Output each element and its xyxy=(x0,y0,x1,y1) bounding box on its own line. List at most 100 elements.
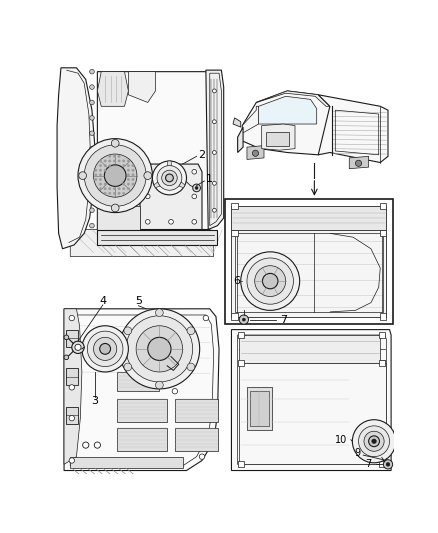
Circle shape xyxy=(145,220,150,224)
Circle shape xyxy=(132,179,134,181)
Polygon shape xyxy=(256,91,330,106)
Ellipse shape xyxy=(264,372,372,449)
Circle shape xyxy=(113,160,116,162)
Polygon shape xyxy=(238,127,243,152)
Bar xyxy=(380,230,386,237)
Circle shape xyxy=(148,337,171,360)
Text: 1: 1 xyxy=(206,174,213,184)
Circle shape xyxy=(166,174,173,182)
Circle shape xyxy=(123,183,125,185)
Circle shape xyxy=(203,316,208,321)
Text: 10: 10 xyxy=(336,435,348,445)
Circle shape xyxy=(126,316,193,382)
Circle shape xyxy=(369,436,379,447)
Circle shape xyxy=(75,344,81,350)
Circle shape xyxy=(104,165,106,167)
Bar xyxy=(117,428,167,451)
Circle shape xyxy=(127,183,130,185)
Circle shape xyxy=(100,343,110,354)
Circle shape xyxy=(123,165,125,167)
Bar xyxy=(117,372,159,391)
Bar xyxy=(379,461,385,467)
Circle shape xyxy=(118,192,120,195)
Polygon shape xyxy=(206,70,224,230)
Circle shape xyxy=(109,188,111,190)
Bar xyxy=(225,199,392,324)
Circle shape xyxy=(359,426,389,457)
Text: 5: 5 xyxy=(135,296,142,306)
Circle shape xyxy=(90,192,94,197)
Polygon shape xyxy=(247,146,264,159)
Circle shape xyxy=(212,151,216,155)
Bar xyxy=(66,407,78,424)
Bar xyxy=(117,399,167,422)
Circle shape xyxy=(372,439,376,443)
Circle shape xyxy=(109,155,111,158)
Circle shape xyxy=(99,169,102,172)
Circle shape xyxy=(99,165,102,167)
Circle shape xyxy=(90,161,94,166)
Polygon shape xyxy=(233,118,241,127)
Circle shape xyxy=(69,316,74,321)
Circle shape xyxy=(93,154,137,197)
Circle shape xyxy=(118,160,120,162)
Ellipse shape xyxy=(279,384,357,438)
Circle shape xyxy=(79,172,87,180)
Circle shape xyxy=(90,131,94,135)
Circle shape xyxy=(132,165,134,167)
Circle shape xyxy=(95,174,97,176)
Circle shape xyxy=(145,194,150,199)
Bar xyxy=(380,313,386,320)
Circle shape xyxy=(132,169,134,172)
Circle shape xyxy=(104,165,126,187)
Circle shape xyxy=(119,309,200,389)
Circle shape xyxy=(127,179,130,181)
Circle shape xyxy=(111,204,119,212)
Polygon shape xyxy=(167,161,172,166)
Circle shape xyxy=(72,341,84,353)
Circle shape xyxy=(113,192,116,195)
Circle shape xyxy=(155,381,163,389)
Circle shape xyxy=(95,169,97,172)
Circle shape xyxy=(262,273,278,289)
Circle shape xyxy=(90,69,94,74)
Polygon shape xyxy=(57,68,95,249)
Circle shape xyxy=(123,160,125,162)
Circle shape xyxy=(124,327,132,335)
Polygon shape xyxy=(179,182,185,188)
Circle shape xyxy=(90,208,94,213)
Circle shape xyxy=(162,170,177,185)
Circle shape xyxy=(192,220,197,224)
Circle shape xyxy=(113,155,116,158)
Polygon shape xyxy=(97,71,218,230)
Polygon shape xyxy=(318,95,388,163)
Circle shape xyxy=(109,192,111,195)
Polygon shape xyxy=(231,206,386,317)
Circle shape xyxy=(90,177,94,182)
Polygon shape xyxy=(70,230,214,256)
Bar xyxy=(238,360,244,366)
Circle shape xyxy=(195,187,198,189)
Circle shape xyxy=(104,188,106,190)
Circle shape xyxy=(127,169,130,172)
Circle shape xyxy=(94,442,100,448)
Ellipse shape xyxy=(291,392,346,429)
Bar xyxy=(379,332,385,338)
Circle shape xyxy=(212,120,216,124)
Text: 7: 7 xyxy=(365,459,372,470)
Circle shape xyxy=(109,165,111,167)
Circle shape xyxy=(84,145,146,206)
Polygon shape xyxy=(128,71,155,102)
Polygon shape xyxy=(231,230,386,317)
Circle shape xyxy=(64,335,69,340)
Circle shape xyxy=(87,331,123,367)
Circle shape xyxy=(99,160,102,162)
Circle shape xyxy=(104,160,106,162)
Bar xyxy=(380,203,386,209)
Text: 6: 6 xyxy=(233,276,240,286)
Circle shape xyxy=(169,220,173,224)
Circle shape xyxy=(242,318,245,321)
Circle shape xyxy=(113,188,116,190)
Circle shape xyxy=(212,181,216,185)
Circle shape xyxy=(69,415,74,421)
